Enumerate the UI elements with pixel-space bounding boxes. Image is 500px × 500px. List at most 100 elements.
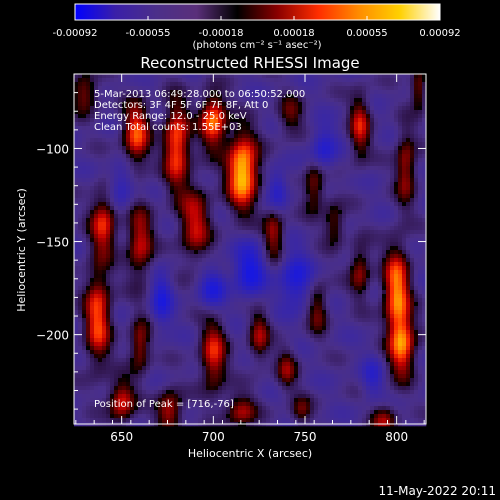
heatmap-cell [298,186,303,191]
heatmap-cell [174,102,179,107]
heatmap-cell [218,102,223,107]
heatmap-cell [86,186,91,191]
heatmap-cell [146,226,151,231]
heatmap-cell [186,190,191,195]
heatmap-cell [74,278,79,283]
heatmap-cell [226,246,231,251]
heatmap-cell [402,274,407,279]
heatmap-cell [306,166,311,171]
heatmap-cell [206,202,211,207]
heatmap-cell [90,194,95,199]
heatmap-cell [346,186,351,191]
heatmap-cell [410,294,415,299]
heatmap-cell [342,166,347,171]
heatmap-cell [406,282,411,287]
heatmap-cell [138,114,143,119]
heatmap-cell [134,122,139,127]
heatmap-cell [238,170,243,175]
heatmap-cell [282,134,287,139]
heatmap-cell [418,254,423,259]
heatmap-cell [282,282,287,287]
heatmap-cell [318,134,323,139]
heatmap-cell [346,146,351,151]
heatmap-cell [338,170,343,175]
heatmap-cell [154,202,159,207]
heatmap-cell [194,282,199,287]
heatmap-cell [322,238,327,243]
heatmap-cell [286,114,291,119]
heatmap-cell [110,142,115,147]
heatmap-cell [406,114,411,119]
heatmap-cell [330,138,335,143]
heatmap-cell [142,234,147,239]
heatmap-cell [410,134,415,139]
heatmap-cell [354,146,359,151]
heatmap-cell [142,86,147,91]
heatmap-cell [382,266,387,271]
heatmap-cell [370,178,375,183]
heatmap-cell [350,150,355,155]
heatmap-cell [330,190,335,195]
heatmap-cell [230,178,235,183]
heatmap-cell [214,142,219,147]
heatmap-cell [358,210,363,215]
heatmap-cell [294,286,299,291]
heatmap-cell [418,90,423,95]
heatmap-cell [118,122,123,127]
heatmap-cell [194,78,199,83]
heatmap-cell [378,114,383,119]
heatmap-cell [150,250,155,255]
heatmap-cell [318,178,323,183]
heatmap-cell [278,102,283,107]
heatmap-cell [134,98,139,103]
heatmap-cell [198,146,203,151]
heatmap-cell [406,238,411,243]
heatmap-cell [118,86,123,91]
heatmap-cell [294,82,299,87]
heatmap-cell [218,250,223,255]
heatmap-cell [402,290,407,295]
heatmap-cell [398,206,403,211]
heatmap-cell [302,222,307,227]
heatmap-cell [98,270,103,275]
heatmap-cell [246,122,251,127]
heatmap-cell [194,238,199,243]
heatmap-cell [366,162,371,167]
heatmap-cell [222,218,227,223]
heatmap-cell [178,82,183,87]
heatmap-cell [226,274,231,279]
heatmap-cell [118,294,123,299]
heatmap-cell [126,110,131,115]
heatmap-cell [414,206,419,211]
heatmap-cell [418,106,423,111]
heatmap-cell [126,78,131,83]
heatmap-cell [330,274,335,279]
heatmap-cell [310,158,315,163]
heatmap-cell [262,270,267,275]
heatmap-cell [134,278,139,283]
heatmap-cell [166,222,171,227]
heatmap-cell [102,218,107,223]
heatmap-cell [110,190,115,195]
heatmap-cell [258,174,263,179]
heatmap-cell [402,278,407,283]
heatmap-cell [346,234,351,239]
heatmap-cell [290,222,295,227]
heatmap-cell [130,190,135,195]
heatmap-cell [338,102,343,107]
heatmap-cell [110,126,115,131]
heatmap-cell [402,186,407,191]
heatmap-cell [122,274,127,279]
heatmap-cell [294,78,299,83]
heatmap-cell [126,286,131,291]
heatmap-cell [122,82,127,87]
heatmap-cell [310,138,315,143]
heatmap-cell [378,278,383,283]
heatmap-cell [110,150,115,155]
heatmap-cell [326,266,331,271]
heatmap-cell [278,270,283,275]
heatmap-cell [334,74,339,79]
heatmap-cell [402,234,407,239]
heatmap-cell [342,98,347,103]
heatmap-cell [142,122,147,127]
